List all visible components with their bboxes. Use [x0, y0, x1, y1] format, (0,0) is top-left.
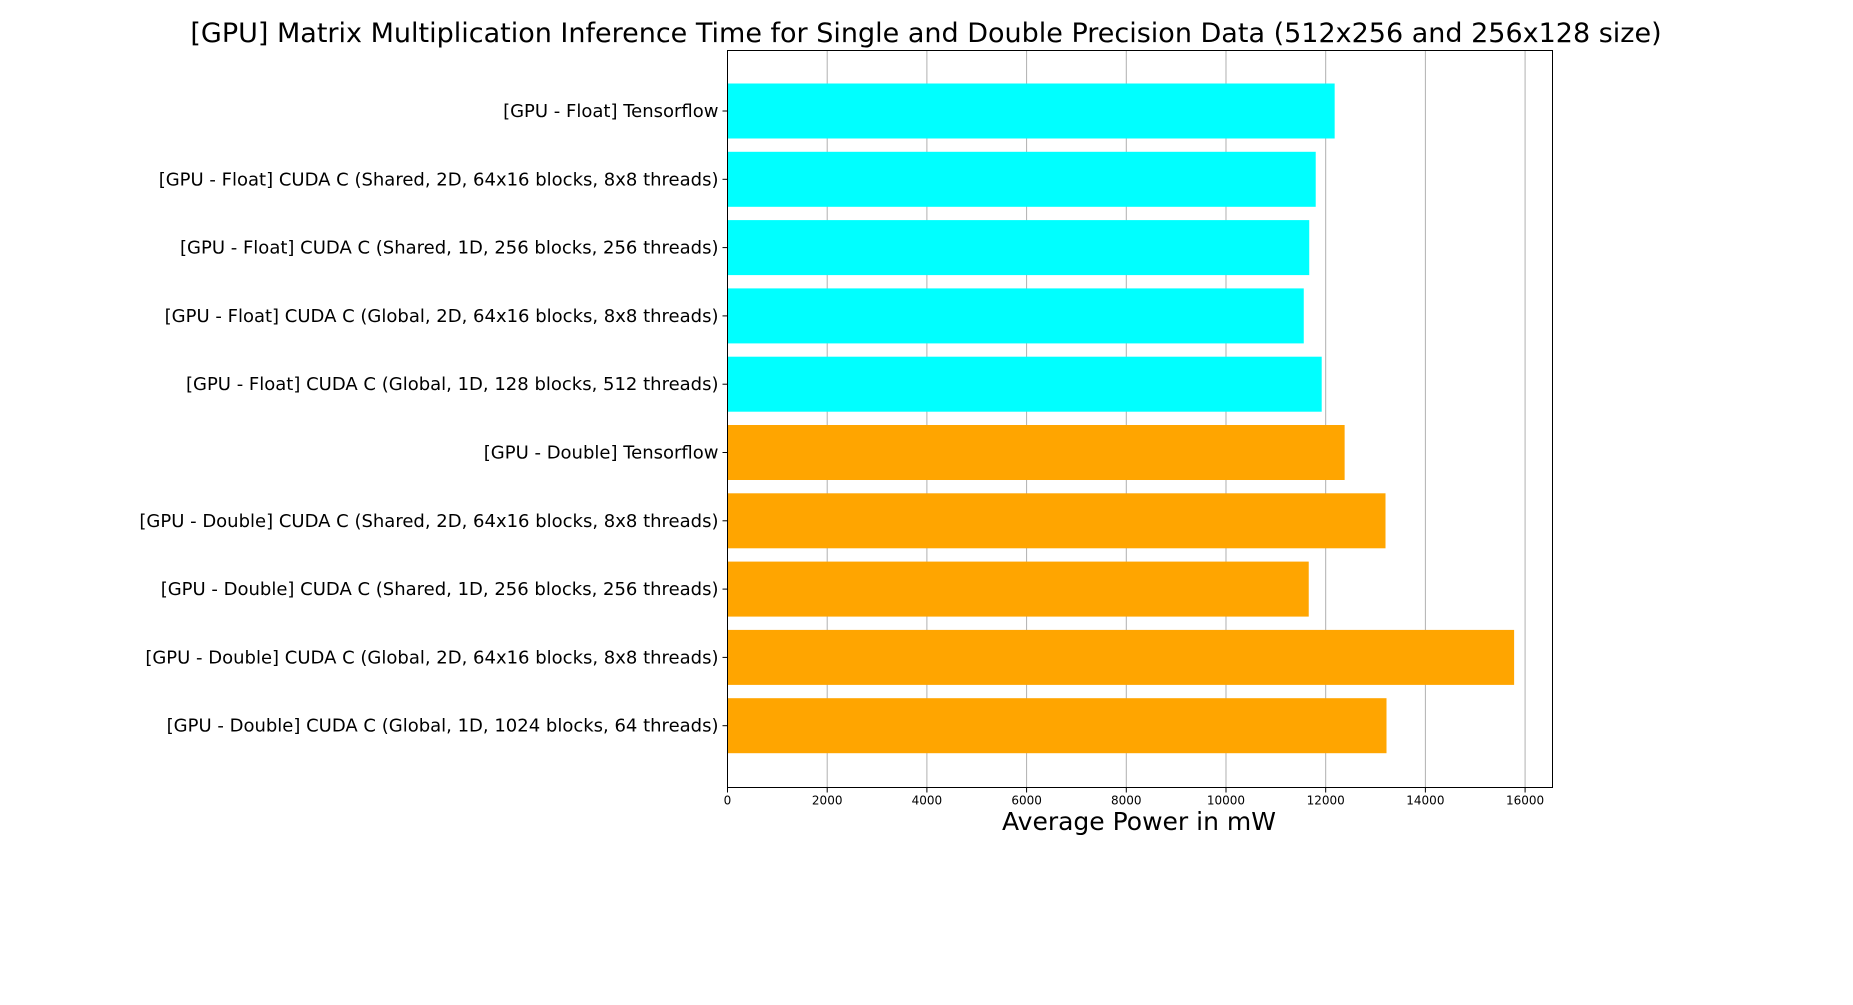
bar	[727, 288, 1304, 344]
x-tick-label: 12000	[1307, 794, 1345, 808]
y-tick-label: [GPU - Float] Tensorflow	[503, 101, 718, 122]
x-tick-label: 8000	[1111, 794, 1142, 808]
x-tick-label: 2000	[812, 794, 843, 808]
y-tick-label: [GPU - Double] CUDA C (Shared, 1D, 256 b…	[161, 579, 719, 600]
bar	[727, 493, 1386, 549]
bar	[727, 698, 1387, 754]
y-tick-label: [GPU - Double] CUDA C (Global, 1D, 1024 …	[167, 716, 719, 737]
x-axis-label: Average Power in mW	[1002, 807, 1276, 836]
chart-title: [GPU] Matrix Multiplication Inference Ti…	[190, 18, 1661, 49]
bar	[727, 425, 1345, 480]
y-tick-label: [GPU - Float] CUDA C (Shared, 2D, 64x16 …	[159, 169, 719, 190]
x-tick-label: 4000	[912, 794, 943, 808]
x-tick-label: 0	[724, 794, 732, 808]
bars	[727, 83, 1515, 754]
bar	[727, 356, 1322, 412]
x-tick-label: 10000	[1207, 794, 1245, 808]
bar	[727, 220, 1310, 276]
y-tick-label: [GPU - Float] CUDA C (Shared, 1D, 256 bl…	[180, 238, 718, 259]
y-tick-label: [GPU - Double] CUDA C (Global, 2D, 64x16…	[145, 647, 718, 668]
y-tick-label: [GPU - Float] CUDA C (Global, 2D, 64x16 …	[165, 306, 719, 327]
x-tick-label: 14000	[1406, 794, 1444, 808]
bar	[727, 561, 1309, 617]
y-tick-label: [GPU - Double] Tensorflow	[484, 443, 719, 464]
bar	[727, 629, 1515, 685]
y-tick-label: [GPU - Float] CUDA C (Global, 1D, 128 bl…	[186, 374, 719, 395]
bar	[727, 83, 1335, 139]
y-tick-label: [GPU - Double] CUDA C (Shared, 2D, 64x16…	[139, 511, 718, 532]
x-tick-label: 16000	[1506, 794, 1544, 808]
x-tick-label: 6000	[1011, 794, 1042, 808]
bar	[727, 151, 1316, 207]
plot-frame	[727, 50, 1553, 788]
y-axis-ticks: [GPU - Float] Tensorflow [GPU - Float] CU…	[139, 101, 728, 737]
x-axis-ticks: 0 2000 4000 6000 8000 10000 12000 14000 16000	[724, 787, 1544, 808]
